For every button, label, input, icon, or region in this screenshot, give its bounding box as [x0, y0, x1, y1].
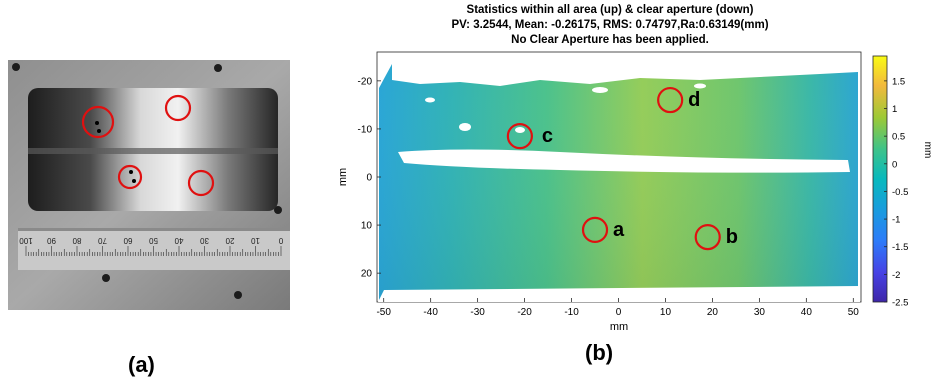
x-tick-label: -10: [564, 307, 579, 318]
x-tick-label: 0: [616, 307, 622, 318]
fixture-hole: [214, 64, 222, 72]
y-tick-label: 10: [361, 221, 373, 232]
panel-a-caption: (a): [128, 352, 155, 377]
colorbar-label: mm: [922, 142, 931, 159]
x-tick-label: 20: [707, 307, 719, 318]
photo-marker: [81, 105, 115, 139]
y-tick-label: 20: [361, 269, 373, 280]
ruler-label: 20: [225, 236, 234, 245]
colorbar-tick-label: 0: [892, 159, 897, 170]
x-tick-label: -50: [376, 307, 391, 318]
y-tick-label: -10: [358, 124, 373, 135]
ruler-label: 80: [72, 236, 81, 245]
fixture-hole: [12, 63, 20, 71]
specimen-photo: 100 90 80 70 60 50 40 30 20 10 0: [8, 60, 290, 310]
ruler-label: 90: [47, 236, 56, 245]
ruler-label: 40: [174, 236, 183, 245]
y-tick-label: 0: [366, 173, 372, 184]
plot-title-line-3: No Clear Aperture has been applied.: [511, 34, 709, 46]
colorbar-tick-label: 1.5: [892, 76, 905, 87]
plot-title-line-2: PV: 3.2544, Mean: -0.26175, RMS: 0.74797…: [451, 19, 769, 31]
marker-d-circle: [657, 86, 684, 114]
marker-d-label: d: [688, 89, 700, 111]
x-tick-label: 30: [754, 307, 766, 318]
marker-b-circle: [694, 223, 721, 251]
photo-marker: [187, 169, 215, 197]
marker-c-label: c: [542, 125, 553, 147]
colorbar-tick-label: -1.5: [892, 242, 908, 253]
x-tick-label: -20: [517, 307, 532, 318]
x-tick-label: -40: [423, 307, 438, 318]
colorbar-tick-label: -0.5: [892, 187, 908, 198]
marker-a-label: a: [613, 219, 625, 241]
measurement-void: [398, 149, 850, 173]
fixture-hole: [102, 274, 110, 282]
x-tick-label: 40: [801, 307, 813, 318]
colorbar: [872, 55, 888, 303]
ruler-label: 30: [200, 236, 209, 245]
y-tick-label: -20: [358, 76, 373, 87]
ruler-label: 60: [123, 236, 132, 245]
photo-marker: [117, 164, 143, 190]
measurement-void: [378, 286, 860, 302]
x-tick-label: -30: [470, 307, 485, 318]
marker-c-circle: [506, 123, 533, 150]
x-tick-label: 10: [660, 307, 672, 318]
panel-b-caption: (b): [585, 340, 614, 365]
x-tick-label: 50: [848, 307, 860, 318]
photo-marker: [164, 94, 192, 122]
plot-title-line-1: Statistics within all area (up) & clear …: [466, 4, 754, 16]
colorbar-tick-label: -2.5: [892, 298, 908, 309]
fixture-hole: [274, 206, 282, 214]
ruler-label: 70: [98, 236, 107, 245]
fixture-hole: [234, 291, 242, 299]
ruler-label: 0: [278, 236, 283, 245]
marker-a-circle: [581, 216, 609, 243]
ruler-label: 50: [149, 236, 158, 245]
y-axis-label: mm: [337, 168, 349, 186]
measurement-void: [392, 55, 858, 86]
ruler: [18, 228, 290, 270]
ruler-label: 10: [251, 236, 260, 245]
colorbar-tick-label: 1: [892, 104, 897, 115]
colorbar-tick-label: 0.5: [892, 132, 905, 143]
colorbar-tick-label: -2: [892, 270, 900, 281]
x-axis-label: mm: [610, 321, 628, 333]
colorbar-tick-label: -1: [892, 215, 900, 226]
marker-b-label: b: [726, 226, 738, 248]
ruler-label: 100: [19, 236, 33, 245]
